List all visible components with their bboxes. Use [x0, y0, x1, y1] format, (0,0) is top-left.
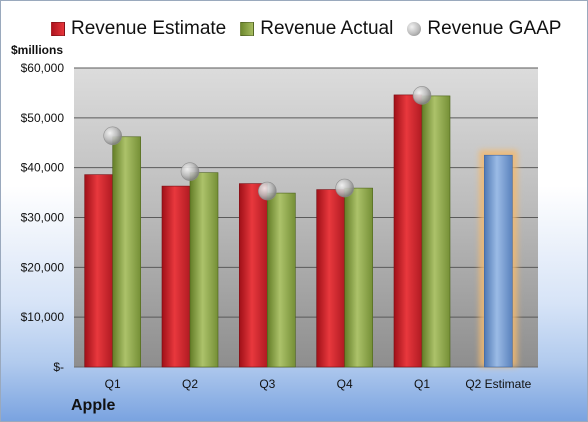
point-revenue-gaap: [335, 178, 354, 198]
x-tick-label: Q1: [105, 377, 121, 391]
x-tick-label: Q3: [259, 377, 275, 391]
bar-revenue-estimate: [161, 185, 191, 368]
y-tick-label: $30,000: [21, 211, 65, 225]
legend-item-estimate: Revenue Estimate: [51, 18, 226, 40]
bar-revenue-estimate: [239, 183, 268, 368]
gaap-points: [103, 86, 432, 201]
y-tick-label: $-: [53, 360, 64, 374]
bar-revenue-actual: [421, 95, 451, 368]
x-axis-ticks: Q1 Q2 Q3 Q4 Q1 Q2 Estimate: [105, 377, 532, 391]
legend-swatch-actual: [240, 22, 255, 36]
bar-revenue-estimate: [84, 174, 113, 368]
legend-label-gaap: Revenue GAAP: [427, 18, 562, 39]
bar-revenue-actual: [344, 187, 373, 368]
x-tick-label: Q2: [182, 377, 198, 391]
gridlines: [74, 67, 538, 368]
x-tick-label: Q2 Estimate: [465, 377, 531, 391]
y-tick-label: $10,000: [21, 310, 65, 324]
y-tick-label: $40,000: [21, 161, 65, 175]
x-tick-label: Q1: [414, 377, 430, 391]
point-revenue-gaap: [180, 162, 200, 181]
company-label: Apple: [71, 397, 116, 414]
bar-revenue-estimate: [316, 189, 345, 368]
y-tick-label: $50,000: [21, 111, 65, 125]
bar-revenue-estimate: [393, 94, 423, 368]
y-tick-label: $20,000: [21, 260, 65, 274]
point-revenue-gaap: [103, 126, 122, 146]
legend-swatch-gaap: [407, 22, 422, 36]
x-tick-label: Q4: [337, 377, 353, 391]
y-tick-label: $60,000: [21, 61, 65, 75]
legend-swatch-estimate: [51, 22, 65, 36]
point-revenue-gaap: [258, 181, 277, 201]
y-axis-unit-label: $millions: [11, 43, 64, 57]
point-revenue-gaap: [412, 86, 432, 105]
bar-revenue-actual: [112, 136, 141, 368]
bar-revenue-actual: [267, 192, 296, 368]
legend-item-actual: Revenue Actual: [240, 18, 393, 40]
legend-label-actual: Revenue Actual: [260, 18, 394, 39]
legend-label-estimate: Revenue Estimate: [71, 18, 227, 39]
bar-revenue-estimate-forecast: [484, 154, 513, 368]
bar-revenue-actual: [189, 172, 219, 368]
y-axis-ticks: $- $10,000 $20,000 $30,000 $40,000 $50,000 $60…: [21, 61, 65, 374]
chart-legend: Revenue Estimate Revenue Actual Revenue …: [51, 15, 575, 43]
bars: [84, 94, 518, 368]
legend-item-gaap: Revenue GAAP: [407, 18, 561, 40]
